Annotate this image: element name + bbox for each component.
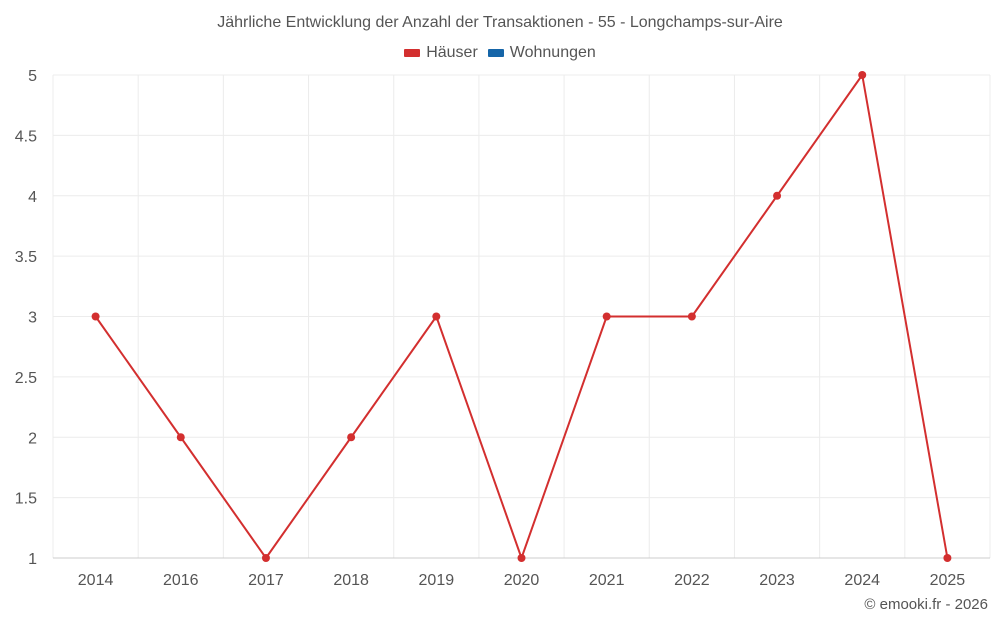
y-tick-label: 4.5: [15, 128, 37, 145]
y-tick-label: 2: [28, 430, 37, 447]
legend-swatch-wohnungen: [487, 49, 504, 57]
x-tick-label: 2014: [78, 572, 114, 589]
credit-text: © emooki.fr - 2026: [864, 596, 988, 613]
y-tick-label: 3.5: [15, 249, 37, 266]
x-tick-label: 2022: [674, 572, 710, 589]
legend-label-wohnungen: Wohnungen: [509, 44, 596, 61]
chart-title: Jährliche Entwicklung der Anzahl der Tra…: [217, 14, 783, 31]
y-tick-label: 5: [28, 68, 37, 85]
legend: Häuser Wohnungen: [0, 44, 1000, 62]
x-tick-label: 2016: [163, 572, 199, 589]
legend-swatch-haeuser: [404, 49, 421, 57]
x-tick-label: 2025: [930, 572, 966, 589]
data-point[interactable]: [517, 554, 526, 562]
x-tick-label: 2020: [504, 572, 540, 589]
x-tick-label: 2021: [589, 572, 625, 589]
data-point[interactable]: [602, 312, 611, 321]
legend-item-wohnungen[interactable]: Wohnungen: [487, 44, 596, 62]
data-point[interactable]: [432, 312, 441, 321]
data-point[interactable]: [773, 191, 782, 200]
data-point[interactable]: [261, 554, 270, 562]
x-tick-label: 2024: [844, 572, 880, 589]
x-tick-label: 2017: [248, 572, 284, 589]
data-point[interactable]: [858, 71, 867, 79]
data-point[interactable]: [687, 312, 696, 321]
x-tick-label: 2023: [759, 572, 795, 589]
x-tick-label: 2019: [419, 572, 455, 589]
y-tick-label: 1.5: [15, 491, 37, 508]
data-point[interactable]: [943, 554, 952, 562]
x-tick-label: 2018: [333, 572, 369, 589]
y-tick-label: 4: [28, 189, 37, 206]
data-point[interactable]: [91, 312, 100, 321]
y-tick-label: 2.5: [15, 370, 37, 387]
data-point[interactable]: [347, 433, 356, 442]
legend-label-haeuser: Häuser: [426, 44, 478, 61]
y-tick-label: 1: [28, 551, 37, 568]
y-tick-label: 3: [28, 310, 37, 327]
legend-item-haeuser[interactable]: Häuser: [404, 44, 478, 62]
data-point[interactable]: [176, 433, 185, 442]
